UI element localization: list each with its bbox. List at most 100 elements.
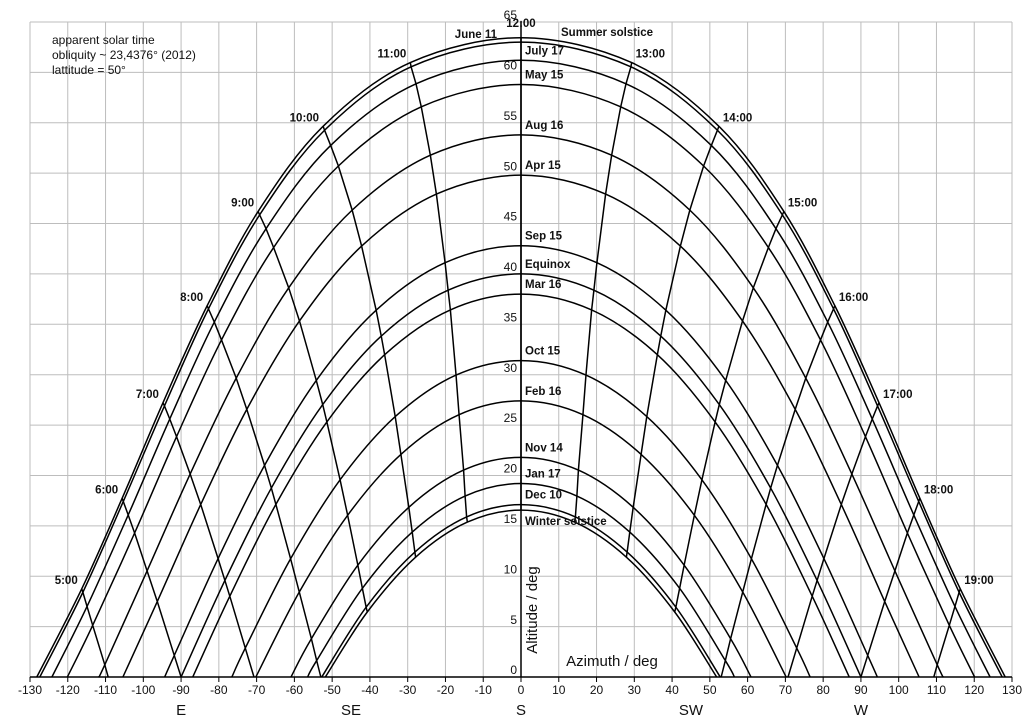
x-tick-label: 130 [1002,683,1022,697]
x-tick-label: -30 [399,683,417,697]
y-tick-label: 10 [504,562,518,576]
date-label: Mar 16 [525,279,561,291]
y-tick-label: 0 [510,663,517,677]
y-tick-label: 5 [510,613,517,627]
y-tick-label: 25 [504,411,518,425]
compass-label: E [176,702,186,717]
hour-line [206,305,322,678]
x-tick-label: 30 [628,683,642,697]
x-tick-label: 90 [854,683,868,697]
date-label: Equinox [525,259,571,271]
hour-label: 14:00 [723,112,752,124]
curves [36,36,1006,678]
hour-label: 11:00 [378,49,407,61]
date-label: Winter solstice [525,516,607,528]
x-tick-label: 50 [703,683,717,697]
y-tick-label: 65 [504,8,518,22]
hour-line [121,497,182,678]
x-axis-label: Azimuth / deg [566,653,658,670]
date-label: Feb 16 [525,386,561,398]
hour-line [162,402,255,678]
x-tick-label: -60 [286,683,304,697]
date-label: Sep 15 [525,231,563,243]
x-tick-label: 80 [816,683,830,697]
x-tick-label: -10 [475,683,493,697]
hour-label: 12:00 [506,18,535,30]
hour-label: 19:00 [964,575,993,587]
date-label: July 17 [525,45,564,57]
note: apparent solar time [52,33,155,47]
hour-label: 9:00 [231,197,254,209]
x-tick-label: -40 [361,683,379,697]
date-label: Jan 17 [525,469,561,481]
y-tick-label: 30 [504,361,518,375]
x-tick-label: -70 [248,683,266,697]
hour-label: 7:00 [136,389,159,401]
hour-label: 10:00 [290,112,319,124]
hour-label: 17:00 [883,389,912,401]
y-tick-label: 50 [504,159,518,173]
labels: -130 -120 -110 -100 -90 -80 -70 -60 -50 -40 -30 -20… [18,8,1022,717]
date-label: Oct 15 [525,346,561,358]
hour-line [787,402,880,678]
y-tick-label: 15 [504,512,518,526]
hour-line [573,62,633,523]
grid [29,21,1013,682]
note: obliquity ~ 23,4376° (2012) [52,48,196,62]
hour-line [673,211,785,613]
x-tick-label: -20 [437,683,455,697]
hour-line [81,588,109,678]
notes: apparent solar time obliquity ~ 23,4376°… [52,33,196,77]
x-tick-label: 40 [665,683,679,697]
hour-line [625,126,720,558]
hour-label: 18:00 [924,484,953,496]
x-tick-label: 100 [889,683,909,697]
hour-label: 8:00 [180,292,203,304]
hour-label: 15:00 [788,197,817,209]
x-tick-label: -120 [56,683,80,697]
x-tick-label: 10 [552,683,566,697]
y-tick-label: 20 [504,462,518,476]
x-tick-label: 60 [741,683,755,697]
date-label: Nov 14 [525,442,563,454]
hour-label: 13:00 [636,49,665,61]
y-tick-label: 55 [504,109,518,123]
hour-label: 5:00 [55,575,78,587]
date-label: Summer solstice [561,27,653,39]
x-tick-label: 110 [927,683,946,697]
x-tick-label: -50 [323,683,341,697]
compass-label: W [854,702,869,717]
date-label: Dec 10 [525,490,562,502]
y-tick-label: 40 [504,260,518,274]
y-tick-label: 60 [504,59,518,73]
x-tick-label: 0 [518,683,525,697]
hour-line [720,305,836,678]
note: lattitude = 50° [52,63,126,77]
y-tick-label: 45 [504,210,518,224]
y-axis-label: Altitude / deg [524,566,541,654]
date-label: June 11 [455,29,498,41]
x-tick-label: -80 [210,683,228,697]
compass-label: S [516,702,526,717]
y-tick-label: 35 [504,310,518,324]
date-label: May 15 [525,70,564,82]
hour-line [322,126,417,558]
x-tick-label: -110 [94,683,117,697]
date-label: Apr 15 [525,160,561,172]
hour-line [933,588,961,678]
compass-label: SW [679,702,704,717]
date-label: Aug 16 [525,120,563,132]
x-tick-label: -100 [131,683,155,697]
hour-line [409,62,469,523]
x-tick-label: -90 [172,683,190,697]
compass-label: SE [341,702,361,717]
hour-label: 16:00 [839,292,868,304]
hour-label: 6:00 [95,484,118,496]
x-tick-label: 120 [964,683,984,697]
x-tick-label: 20 [590,683,604,697]
x-tick-label: 70 [779,683,793,697]
hour-line [257,211,369,613]
hour-line [860,497,921,678]
x-tick-label: -130 [18,683,42,697]
